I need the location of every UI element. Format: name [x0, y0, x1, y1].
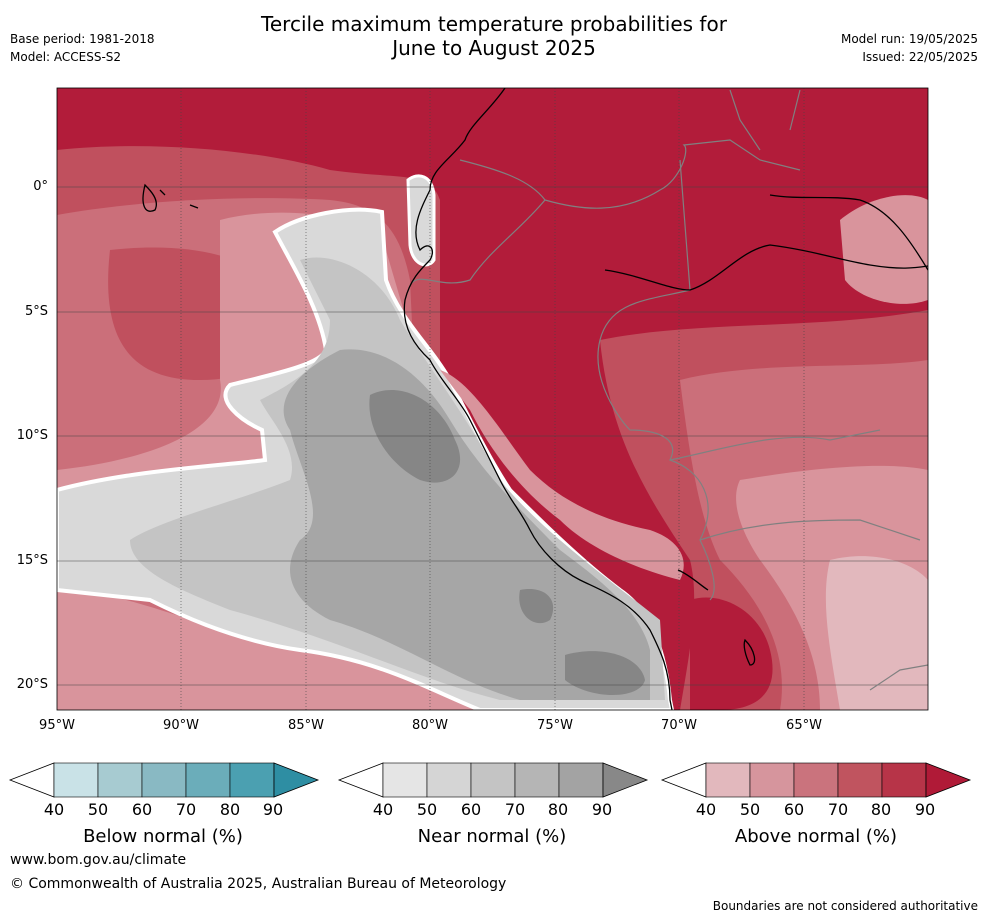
region-peru-coast-pink [440, 370, 684, 580]
cb-near-tick: 50 [416, 800, 438, 819]
cb-below-tick: 90 [262, 800, 284, 819]
colorbar-segment [881, 762, 927, 798]
coastline [142, 88, 928, 710]
region-dark-grey-1 [369, 390, 461, 483]
x-tick-80w: 80°W [412, 718, 448, 733]
issued-date: Issued: 22/05/2025 [862, 50, 978, 64]
cb-near-tick: 80 [547, 800, 569, 819]
meta-left: Base period: 1981-2018 Model: ACCESS-S2 [10, 30, 155, 66]
region-dark-grey-2 [519, 589, 554, 624]
cb-near-tick: 40 [372, 800, 394, 819]
colorbar-left-extend [8, 762, 55, 798]
colorbar-segment [837, 762, 883, 798]
colorbar-segment [141, 762, 187, 798]
model-name: Model: ACCESS-S2 [10, 50, 122, 64]
colorbar-left-extend [660, 762, 707, 798]
cb-above-tick: 50 [739, 800, 761, 819]
cb-below-tick: 60 [131, 800, 153, 819]
colorbar-above [660, 762, 972, 798]
x-tick-85w: 85°W [288, 718, 324, 733]
region-mid-grey [283, 349, 650, 700]
cb-near-tick: 60 [460, 800, 482, 819]
colorbar-segment [470, 762, 516, 798]
colorbar-segment [382, 762, 428, 798]
cb-below-tick: 40 [43, 800, 65, 819]
region-pink-south [57, 590, 480, 710]
y-tick-5s: 5°S [24, 304, 48, 319]
colorbar-right-extend [602, 762, 649, 798]
base-period: Base period: 1981-2018 [10, 32, 155, 46]
x-tick-90w: 90°W [163, 718, 199, 733]
region-deep-red-south [690, 597, 773, 710]
x-tick-70w: 70°W [661, 718, 697, 733]
colorbar-segment [705, 762, 751, 798]
colorbar-near [337, 762, 649, 798]
colorbar-segment [229, 762, 275, 798]
footer-disclaimer: Boundaries are not considered authoritat… [712, 899, 978, 913]
country-borders [409, 89, 928, 691]
x-tick-65w: 65°W [786, 718, 822, 733]
x-tick-75w: 75°W [537, 718, 573, 733]
legend-near-label: Near normal (%) [417, 826, 567, 847]
y-tick-10s: 10°S [16, 428, 48, 443]
x-tick-95w: 95°W [39, 718, 75, 733]
region-ecuador-coast [406, 174, 436, 267]
colorbar-segment [793, 762, 839, 798]
map-frame [56, 87, 929, 711]
legend-above-label: Above normal (%) [734, 826, 898, 847]
colorbar-below [8, 762, 320, 798]
y-tick-15s: 15°S [16, 553, 48, 568]
colorbar-left-extend [337, 762, 384, 798]
footer-url[interactable]: www.bom.gov.au/climate [10, 852, 187, 868]
y-tick-20s: 20°S [16, 677, 48, 692]
title-line-2: June to August 2025 [392, 36, 596, 60]
cb-above-tick: 60 [783, 800, 805, 819]
colorbar-segment [185, 762, 231, 798]
meta-right: Model run: 19/05/2025 Issued: 22/05/2025 [841, 30, 978, 66]
cb-near-tick: 90 [591, 800, 613, 819]
region-dark-grey-3 [565, 651, 645, 695]
grid-lines-lat [57, 186, 928, 686]
colorbar-segment [97, 762, 143, 798]
y-tick-0: 0° [33, 179, 48, 194]
model-run: Model run: 19/05/2025 [840, 32, 978, 46]
title-line-1: Tercile maximum temperature probabilitie… [261, 12, 727, 36]
cb-below-tick: 70 [175, 800, 197, 819]
cb-below-tick: 50 [87, 800, 109, 819]
legend-below-label: Below normal (%) [83, 826, 243, 847]
colorbar-right-extend [925, 762, 972, 798]
region-amazon-pink [840, 195, 928, 304]
cb-near-tick: 70 [504, 800, 526, 819]
cb-above-tick: 90 [914, 800, 936, 819]
cb-above-tick: 70 [827, 800, 849, 819]
colorbar-right-extend [273, 762, 320, 798]
cb-above-tick: 40 [695, 800, 717, 819]
colorbar-segment [514, 762, 560, 798]
map-title: Tercile maximum temperature probabilitie… [0, 12, 988, 60]
cb-below-tick: 80 [219, 800, 241, 819]
probability-field [57, 88, 928, 710]
cb-above-tick: 80 [870, 800, 892, 819]
colorbar-segment [53, 762, 99, 798]
colorbar-segment [426, 762, 472, 798]
region-light-pink-inland [825, 556, 928, 710]
colorbar-segment [749, 762, 795, 798]
footer-copyright: © Commonwealth of Australia 2025, Austra… [10, 876, 507, 892]
colorbar-segment [558, 762, 604, 798]
